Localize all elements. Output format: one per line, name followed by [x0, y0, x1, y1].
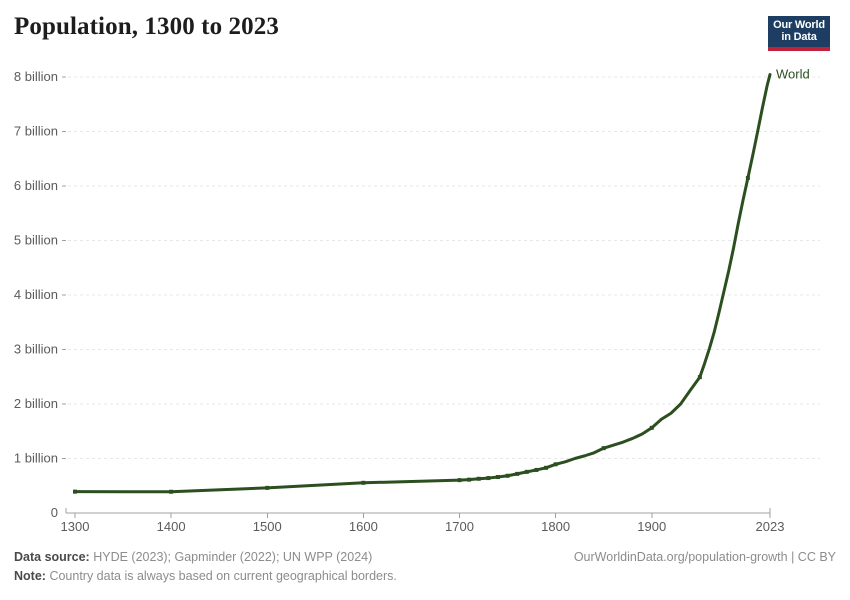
y-axis-tick-label: 7 billion: [14, 124, 58, 139]
x-axis-tick-label: 1600: [349, 519, 378, 534]
series-line-world[interactable]: [73, 73, 772, 494]
y-axis-tick-label: 6 billion: [14, 178, 58, 193]
data-source: Data source: HYDE (2023); Gapminder (202…: [14, 548, 372, 567]
our-world-in-data-logo[interactable]: Our World in Data: [768, 16, 830, 51]
chart-plot-area: 0 1 billion 2 billion 3 billion 4 billion 5 b…: [14, 67, 820, 534]
note-label: Note:: [14, 569, 46, 583]
y-axis-tick-label: 1 billion: [14, 451, 58, 466]
x-axis-tick-label: 2023: [756, 519, 785, 534]
data-source-label: Data source:: [14, 550, 90, 564]
series-data-point[interactable]: [361, 480, 366, 485]
series-data-point[interactable]: [524, 469, 529, 474]
series-data-point[interactable]: [697, 375, 702, 380]
series-data-point[interactable]: [534, 467, 539, 472]
series-data-point[interactable]: [544, 465, 549, 470]
x-axis-tick-label: 1400: [157, 519, 186, 534]
series-data-point[interactable]: [553, 462, 558, 467]
logo-line-2: in Data: [781, 31, 817, 43]
series-data-point[interactable]: [495, 475, 500, 480]
series-label-world: World: [776, 67, 810, 82]
y-axis-tick-label: 0: [51, 505, 58, 520]
series-data-point[interactable]: [169, 489, 174, 494]
series-data-point[interactable]: [73, 489, 77, 494]
logo-line-1: Our World: [773, 19, 825, 31]
attribution-link[interactable]: OurWorldinData.org/population-growth | C…: [573, 550, 836, 564]
chart-note: Note: Country data is always based on cu…: [14, 567, 836, 586]
series-data-point[interactable]: [457, 478, 462, 483]
x-axis-tick-label: 1300: [61, 519, 90, 534]
series-data-point[interactable]: [486, 476, 491, 481]
y-axis-tick-label: 5 billion: [14, 233, 58, 248]
series-data-point[interactable]: [505, 473, 510, 478]
y-axis-tick-label: 3 billion: [14, 342, 58, 357]
chart-footer: Data source: HYDE (2023); Gapminder (202…: [14, 548, 836, 586]
series-data-point[interactable]: [601, 446, 606, 451]
y-axis-tick-label: 4 billion: [14, 287, 58, 302]
x-axis-tick-label: 1800: [541, 519, 570, 534]
x-axis-tick-label: 1500: [253, 519, 282, 534]
series-data-point[interactable]: [467, 477, 472, 482]
y-axis-tick-label: 2 billion: [14, 396, 58, 411]
series-data-point[interactable]: [745, 175, 750, 180]
series-data-point[interactable]: [476, 476, 481, 481]
series-data-point[interactable]: [265, 485, 270, 490]
x-axis-tick-label: 1900: [637, 519, 666, 534]
note-value: Country data is always based on current …: [49, 569, 397, 583]
y-axis-tick-label: 8 billion: [14, 69, 58, 84]
series-data-point[interactable]: [515, 471, 520, 476]
x-axis-tick-label: 1700: [445, 519, 474, 534]
page-title: Population, 1300 to 2023: [14, 13, 279, 40]
footer-row-source: Data source: HYDE (2023); Gapminder (202…: [14, 548, 836, 567]
chart-header: Population, 1300 to 2023: [14, 12, 754, 42]
data-source-value: HYDE (2023); Gapminder (2022); UN WPP (2…: [93, 550, 373, 564]
series-data-point[interactable]: [649, 425, 654, 430]
